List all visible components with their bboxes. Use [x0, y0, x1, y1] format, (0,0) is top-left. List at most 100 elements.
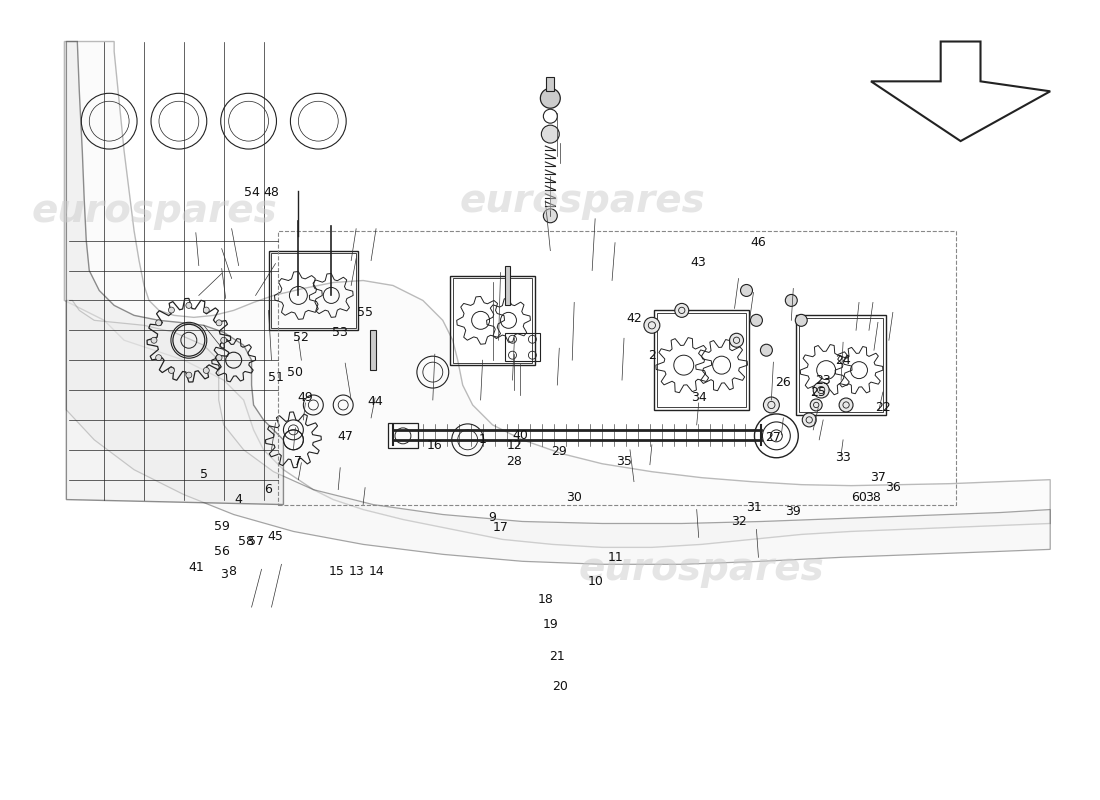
Text: 5: 5 — [200, 468, 208, 481]
Circle shape — [644, 318, 660, 334]
Circle shape — [740, 285, 752, 297]
Text: 23: 23 — [815, 374, 830, 386]
Text: 57: 57 — [248, 535, 264, 548]
Bar — [388, 423, 418, 448]
Bar — [505, 266, 510, 306]
Text: 49: 49 — [297, 390, 313, 403]
Circle shape — [674, 303, 689, 318]
Text: 44: 44 — [367, 395, 383, 409]
Text: 56: 56 — [213, 545, 230, 558]
Text: 38: 38 — [865, 491, 881, 504]
Text: 3: 3 — [220, 568, 228, 581]
Text: eurospares: eurospares — [460, 182, 705, 220]
Circle shape — [802, 413, 816, 427]
Text: 36: 36 — [886, 481, 901, 494]
Text: 46: 46 — [750, 236, 767, 249]
Text: 54: 54 — [243, 186, 260, 199]
Text: 18: 18 — [538, 593, 553, 606]
Text: 29: 29 — [551, 446, 568, 458]
Text: 22: 22 — [874, 402, 891, 414]
Circle shape — [763, 397, 780, 413]
Text: 32: 32 — [730, 515, 747, 528]
Polygon shape — [66, 42, 284, 505]
Circle shape — [785, 294, 798, 306]
Text: 48: 48 — [264, 186, 279, 199]
Text: 34: 34 — [691, 390, 706, 403]
Text: 43: 43 — [691, 256, 706, 269]
Text: 12: 12 — [507, 439, 522, 452]
Text: 2: 2 — [648, 349, 656, 362]
Circle shape — [813, 382, 829, 398]
Text: 15: 15 — [328, 565, 344, 578]
Text: 7: 7 — [295, 455, 302, 468]
Text: 53: 53 — [332, 326, 348, 338]
Text: 50: 50 — [287, 366, 304, 378]
Text: 14: 14 — [368, 565, 384, 578]
Bar — [370, 330, 376, 370]
Text: 47: 47 — [338, 430, 353, 443]
Text: 35: 35 — [616, 455, 631, 468]
Bar — [453, 278, 532, 362]
Circle shape — [156, 354, 162, 361]
Text: 42: 42 — [626, 312, 641, 325]
Text: 26: 26 — [776, 375, 791, 389]
Text: 10: 10 — [587, 574, 603, 588]
Text: 27: 27 — [766, 431, 781, 444]
Text: 55: 55 — [358, 306, 373, 319]
Text: 8: 8 — [228, 565, 235, 578]
Bar — [799, 318, 883, 413]
Text: 9: 9 — [488, 511, 496, 524]
Text: 40: 40 — [513, 430, 528, 442]
Circle shape — [186, 302, 191, 308]
Text: 59: 59 — [213, 520, 230, 533]
Text: 20: 20 — [552, 680, 569, 694]
Text: 60: 60 — [851, 491, 867, 504]
Text: 13: 13 — [349, 565, 364, 578]
Text: 45: 45 — [267, 530, 284, 543]
Circle shape — [168, 307, 175, 313]
Bar — [505, 334, 540, 361]
Text: 33: 33 — [835, 451, 851, 464]
Polygon shape — [871, 42, 1050, 141]
Text: 17: 17 — [493, 521, 508, 534]
Circle shape — [811, 399, 822, 411]
Text: 25: 25 — [811, 386, 826, 398]
Text: eurospares: eurospares — [31, 192, 277, 230]
Circle shape — [156, 320, 162, 326]
Text: 31: 31 — [746, 501, 761, 514]
Circle shape — [540, 88, 560, 108]
Bar — [268, 250, 359, 330]
Bar — [654, 310, 749, 410]
Polygon shape — [66, 301, 1050, 564]
Circle shape — [221, 338, 227, 343]
Circle shape — [186, 372, 191, 378]
Text: 41: 41 — [188, 561, 204, 574]
Bar — [796, 315, 886, 415]
Text: 52: 52 — [294, 330, 309, 344]
Polygon shape — [65, 42, 1050, 547]
Text: 58: 58 — [238, 535, 254, 548]
Circle shape — [729, 334, 744, 347]
Text: 37: 37 — [870, 471, 886, 484]
Circle shape — [839, 398, 853, 412]
Circle shape — [543, 209, 558, 222]
Text: 16: 16 — [427, 439, 442, 452]
Text: 39: 39 — [785, 505, 801, 518]
Text: 24: 24 — [835, 354, 851, 366]
Text: 6: 6 — [265, 483, 273, 496]
Text: eurospares: eurospares — [579, 550, 825, 588]
Text: 19: 19 — [542, 618, 558, 630]
Text: 4: 4 — [234, 493, 243, 506]
Circle shape — [541, 125, 559, 143]
Circle shape — [151, 338, 157, 343]
Circle shape — [168, 367, 175, 374]
Circle shape — [204, 367, 209, 374]
Bar — [271, 253, 355, 328]
Circle shape — [216, 354, 222, 361]
Text: 11: 11 — [607, 551, 623, 564]
Bar — [450, 275, 535, 365]
Circle shape — [750, 314, 762, 326]
Text: 28: 28 — [506, 455, 522, 468]
Bar — [657, 313, 747, 407]
Bar — [547, 78, 554, 91]
